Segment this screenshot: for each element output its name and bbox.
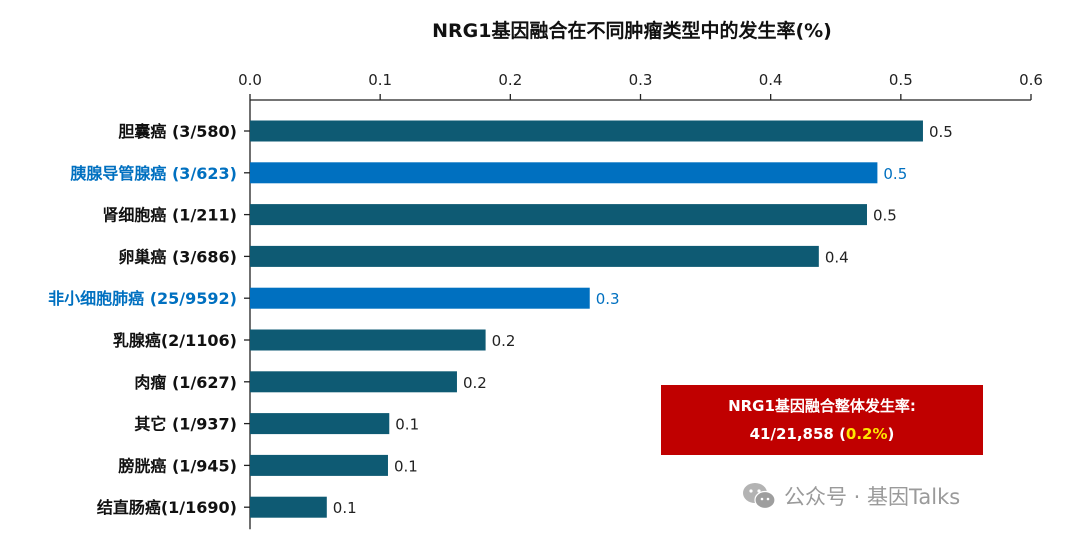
x-tick-label: 0.0 <box>238 71 262 89</box>
overall-incidence-close-paren: ) <box>887 425 895 443</box>
watermark: 公众号 · 基因Talks <box>742 478 960 514</box>
category-label: 其它 (1/937) <box>134 415 237 434</box>
overall-incidence-percent: 0.2% <box>845 425 888 443</box>
bar-series: 胆囊癌 (3/580) 0.5 胰腺导管腺癌 (3/623) 0.5 肾细胞癌 (1/2… <box>48 120 953 518</box>
bar <box>250 329 486 351</box>
bar <box>250 120 923 142</box>
bar <box>250 245 819 267</box>
data-label: 0.5 <box>929 123 953 141</box>
overall-incidence-title: NRG1基因融合整体发生率: <box>728 397 916 415</box>
category-label: 膀胱癌 (1/945) <box>118 456 237 475</box>
overall-incidence-box: NRG1基因融合整体发生率: 41/21,858 (0.2%) <box>661 385 983 455</box>
overall-incidence-count: 41/21,858 <box>749 425 834 443</box>
data-label: 0.3 <box>596 290 620 308</box>
category-label: 卵巢癌 (3/686) <box>118 247 237 266</box>
bar <box>250 162 878 184</box>
data-label: 0.4 <box>825 248 849 266</box>
data-label: 0.5 <box>873 207 897 225</box>
category-label: 胰腺导管腺癌 (3/623) <box>70 164 237 183</box>
category-label: 肾细胞癌 (1/211) <box>102 206 237 225</box>
data-label: 0.1 <box>333 499 357 517</box>
data-label: 0.1 <box>394 457 418 475</box>
wechat-icon <box>743 483 776 510</box>
bar <box>250 371 457 393</box>
x-axis: 0.0 0.1 0.2 0.3 0.4 0.5 0.6 <box>238 71 1043 530</box>
category-label: 胆囊癌 (3/580) <box>118 122 237 141</box>
category-label: 乳腺癌(2/1106) <box>113 331 237 350</box>
bar <box>250 287 590 309</box>
x-tick-label: 0.2 <box>498 71 522 89</box>
x-tick-label: 0.5 <box>889 71 913 89</box>
chart-title: NRG1基因融合在不同肿瘤类型中的发生率(%) <box>432 19 832 42</box>
category-label: 非小细胞肺癌 (25/9592) <box>48 289 237 308</box>
x-tick-label: 0.4 <box>759 71 783 89</box>
category-label: 结直肠癌(1/1690) <box>96 498 237 517</box>
overall-incidence-value-line: 41/21,858 (0.2%) <box>661 420 983 448</box>
bar <box>250 413 390 435</box>
x-tick-label: 0.1 <box>368 71 392 89</box>
data-label: 0.5 <box>883 165 907 183</box>
x-tick-label: 0.3 <box>629 71 653 89</box>
watermark-text: 公众号 · 基因Talks <box>784 485 961 509</box>
overall-incidence-open-paren: ( <box>833 425 846 443</box>
data-label: 0.2 <box>492 332 516 350</box>
data-label: 0.2 <box>463 374 487 392</box>
bar <box>250 496 327 518</box>
bar <box>250 204 867 226</box>
data-label: 0.1 <box>395 416 419 434</box>
category-label: 肉瘤 (1/627) <box>134 373 237 392</box>
bar <box>250 454 388 476</box>
x-tick-label: 0.6 <box>1019 71 1043 89</box>
